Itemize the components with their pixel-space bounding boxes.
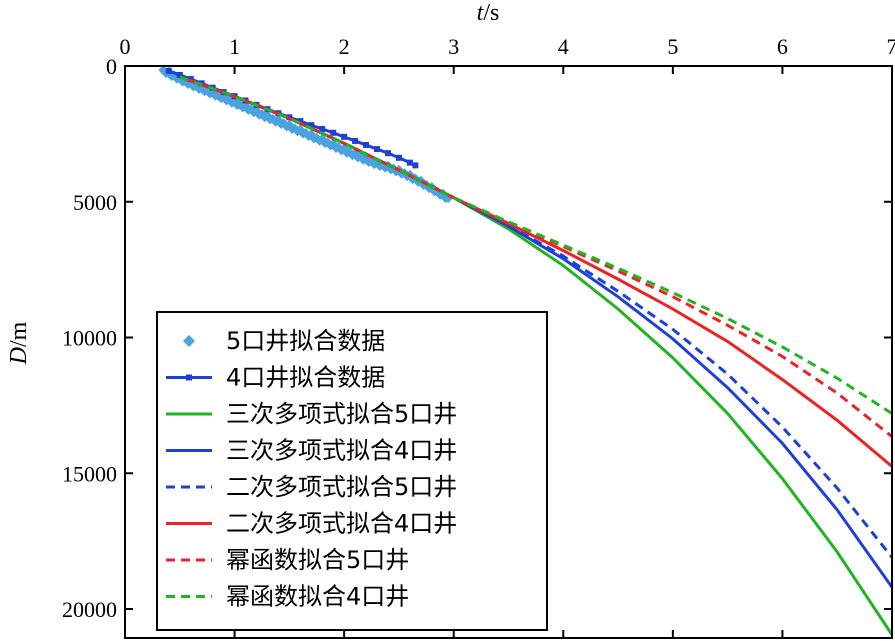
x-tick-label: 6 xyxy=(777,34,788,59)
plot-frame xyxy=(124,65,893,639)
y-tick-label: 10000 xyxy=(62,326,117,351)
x-axis-ticks: 0 1 2 3 4 5 6 7 xyxy=(120,34,895,638)
y-axis-title: D/m xyxy=(6,321,32,365)
data-point-4-well xyxy=(406,159,413,166)
x-axis-title-unit: /s xyxy=(483,0,499,26)
legend-label: 三次多项式拟合5口井 xyxy=(226,400,457,428)
fit-curve-5 xyxy=(179,75,892,415)
legend-swatch xyxy=(183,335,195,347)
data-point-4-well xyxy=(319,125,326,132)
data-point-4-well xyxy=(187,76,194,83)
legend-label: 4口井拟合数据 xyxy=(226,364,385,392)
x-tick-label: 1 xyxy=(229,34,240,59)
legend-box xyxy=(156,311,548,631)
data-point-4-well xyxy=(363,142,370,149)
x-axis-title: t/s xyxy=(477,0,500,26)
x-tick-label: 4 xyxy=(558,34,569,59)
data-point-4-well xyxy=(330,129,337,136)
data-point-4-well xyxy=(374,146,381,153)
data-point-4-well xyxy=(352,137,359,144)
data-point-4-well xyxy=(412,162,419,169)
y-axis-title-unit: /m xyxy=(6,321,32,347)
legend-label: 二次多项式拟合5口井 xyxy=(226,473,457,501)
data-point-4-well xyxy=(297,118,304,125)
y-tick-label: 15000 xyxy=(62,461,117,486)
data-point-4-well xyxy=(308,122,315,129)
data-point-4-well xyxy=(176,71,183,78)
data-point-4-well xyxy=(341,133,348,140)
data-point-4-well xyxy=(395,154,402,161)
x-tick-label: 3 xyxy=(448,34,459,59)
plot-area xyxy=(158,66,892,636)
x-axis-title-symbol: t xyxy=(477,0,485,26)
legend: 5口井拟合数据 4口井拟合数据三次多项式拟合5口井三次多项式拟合4口井二次多项式拟… xyxy=(156,311,548,631)
y-tick-label: 0 xyxy=(106,54,117,79)
legend-label: 幂函数拟合4口井 xyxy=(226,583,409,611)
y-tick-label: 5000 xyxy=(73,190,117,215)
legend-swatch-marker xyxy=(186,374,192,381)
legend-items: 5口井拟合数据 4口井拟合数据三次多项式拟合5口井三次多项式拟合4口井二次多项式拟… xyxy=(166,327,457,611)
x-tick-label: 0 xyxy=(120,34,131,59)
legend-label: 5口井拟合数据 xyxy=(226,327,385,355)
data-point-4-well xyxy=(165,67,172,74)
x-tick-label: 7 xyxy=(887,34,895,59)
legend-label: 幂函数拟合5口井 xyxy=(226,546,409,574)
y-axis-title-symbol: D xyxy=(6,347,32,365)
x-tick-label: 5 xyxy=(667,34,678,59)
data-point-4-well xyxy=(384,150,391,157)
y-axis-ticks: 0 5000 10000 15000 20000 xyxy=(62,54,892,622)
legend-label: 三次多项式拟合4口井 xyxy=(226,437,457,465)
legend-label: 二次多项式拟合4口井 xyxy=(226,510,457,538)
y-tick-label: 20000 xyxy=(62,597,117,622)
x-tick-label: 2 xyxy=(339,34,350,59)
